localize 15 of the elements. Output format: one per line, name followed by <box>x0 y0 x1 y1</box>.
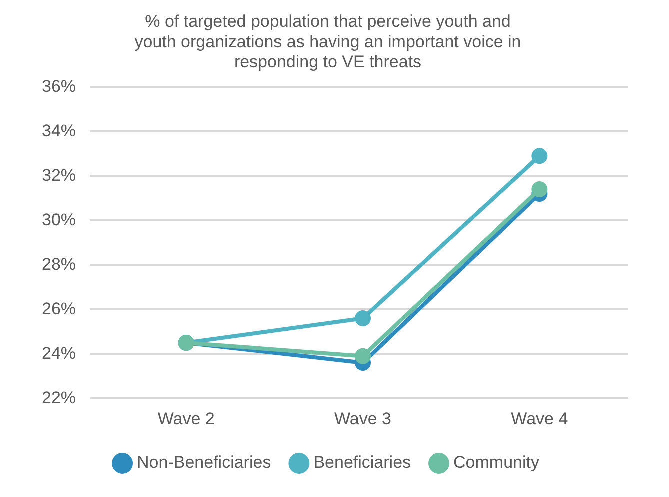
y-tick-label: 22% <box>42 388 76 408</box>
x-tick-label: Wave 2 <box>158 409 215 428</box>
legend-label: Beneficiaries <box>314 453 412 472</box>
y-tick-label: 36% <box>42 76 76 96</box>
y-tick-label: 34% <box>42 121 76 140</box>
y-tick-label: 30% <box>42 210 76 230</box>
x-tick-label: Wave 3 <box>334 409 392 428</box>
x-tick-label: Wave 4 <box>511 409 568 428</box>
legend-label: Non-Beneficiaries <box>137 453 272 472</box>
y-tick-label: 26% <box>42 299 76 318</box>
chart-title: % of targeted population that perceive youth and youth organizations as having an important voice in responding to VE threats <box>134 12 522 72</box>
y-tick-label: 24% <box>42 344 76 363</box>
y-tick-label: 32% <box>42 166 76 185</box>
legend-label: Community <box>454 453 540 472</box>
y-tick-label: 28% <box>42 254 76 274</box>
